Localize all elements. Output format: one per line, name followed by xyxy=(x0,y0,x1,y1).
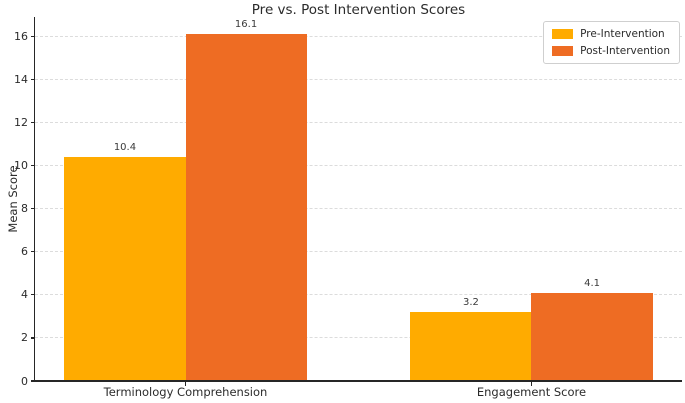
gridline-y-10 xyxy=(35,165,682,166)
y-tick-mark-0 xyxy=(30,380,35,382)
bar-post-intervention-0 xyxy=(185,34,307,381)
y-tick-mark-6 xyxy=(30,251,35,253)
legend-entry-post: Post-Intervention xyxy=(552,45,670,57)
y-tick-mark-4 xyxy=(30,294,35,296)
gridline-y-2 xyxy=(35,337,682,339)
plot-area: 10.4 16.1 3.2 4.1 xyxy=(35,17,682,381)
x-axis-line xyxy=(33,380,683,382)
x-tick-mark-1 xyxy=(530,381,533,386)
bar-value-label-pre-intervention-1: 3.2 xyxy=(462,297,479,309)
gridline-y-8 xyxy=(35,208,682,210)
legend-entry-pre: Pre-Intervention xyxy=(552,28,670,40)
legend-label-pre-intervention: Pre-Intervention xyxy=(580,28,665,40)
y-tick-mark-12 xyxy=(30,121,35,124)
legend: Pre-Intervention Post-Intervention xyxy=(543,21,680,64)
bar-value-label-post-intervention-0: 16.1 xyxy=(234,19,258,31)
y-tick-mark-8 xyxy=(30,208,35,210)
y-tick-label-12: 12 xyxy=(14,116,28,130)
y-tick-mark-14 xyxy=(30,78,35,81)
y-tick-label-6: 6 xyxy=(21,245,28,259)
legend-swatch-post-intervention xyxy=(552,46,574,56)
bar-pre-intervention-1 xyxy=(410,312,532,381)
gridline-y-4 xyxy=(35,294,682,296)
legend-label-post-intervention: Post-Intervention xyxy=(580,45,670,57)
y-tick-label-14: 14 xyxy=(14,72,28,86)
y-tick-mark-2 xyxy=(30,337,35,339)
y-tick-label-16: 16 xyxy=(14,29,28,43)
bar-value-label-post-intervention-1: 4.1 xyxy=(584,277,600,289)
gridline-y-14 xyxy=(35,78,682,80)
y-tick-label-4: 4 xyxy=(21,288,28,302)
y-axis-label: Mean Score xyxy=(6,165,20,233)
legend-swatch-pre-intervention xyxy=(552,29,574,39)
gridline-y-12 xyxy=(35,121,682,123)
gridline-y-6 xyxy=(35,251,682,253)
gridline-y-16 xyxy=(35,35,682,37)
bar-pre-intervention-0 xyxy=(64,157,186,381)
bar-value-label-pre-intervention-0: 10.4 xyxy=(113,142,137,153)
x-tick-label-0: Terminology Comprehension xyxy=(103,384,268,399)
y-tick-label-0: 0 xyxy=(21,374,28,388)
y-tick-label-10: 10 xyxy=(14,159,28,173)
y-tick-mark-10 xyxy=(30,165,35,167)
y-tick-mark-16 xyxy=(30,35,35,37)
x-tick-label-1: Engagement Score xyxy=(476,384,587,399)
y-tick-label-2: 2 xyxy=(21,331,28,345)
x-tick-mark-0 xyxy=(184,381,187,386)
bar-post-intervention-1 xyxy=(531,292,653,381)
chart-title: Pre vs. Post Intervention Scores xyxy=(251,2,466,18)
y-tick-label-8: 8 xyxy=(21,202,28,216)
y-axis-line xyxy=(33,17,36,382)
